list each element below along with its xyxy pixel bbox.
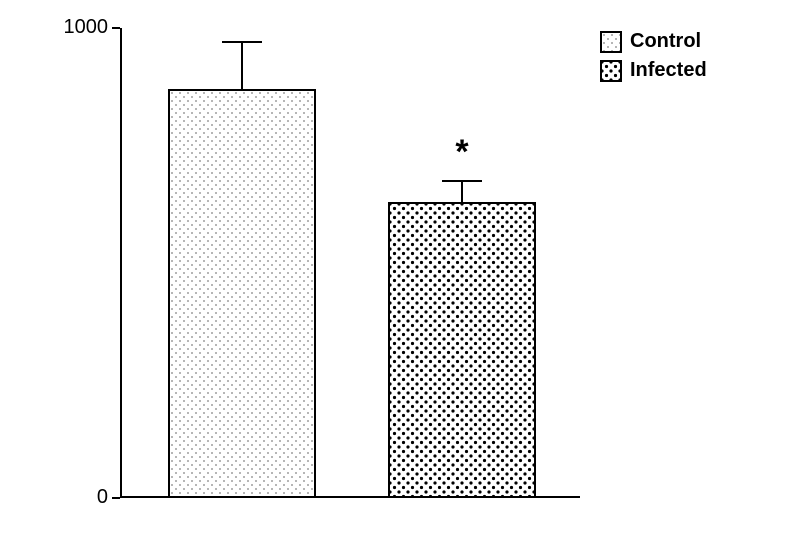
significance-marker: * <box>432 133 492 172</box>
legend-label: Infected <box>630 59 707 82</box>
y-axis-line <box>120 28 122 498</box>
legend-swatch <box>600 60 622 82</box>
chart-container: Serum ghrelin concentration (ng/L) 01000… <box>0 0 786 550</box>
swatch-fill <box>602 33 620 51</box>
legend-item: Control <box>600 30 707 53</box>
y-tick <box>112 497 120 499</box>
legend-item: Infected <box>600 59 707 82</box>
bar-infected <box>388 202 536 498</box>
swatch-fill <box>602 62 620 80</box>
plot-area: 01000* <box>120 28 580 498</box>
y-tick-label: 0 <box>48 486 108 509</box>
errorbar-stem <box>461 181 463 202</box>
errorbar-cap <box>222 41 262 43</box>
legend: Control Infected <box>600 30 707 88</box>
legend-label: Control <box>630 30 701 53</box>
y-tick-label: 1000 <box>48 16 108 39</box>
bar-fill <box>390 204 534 496</box>
bar-fill <box>170 91 314 496</box>
errorbar-cap <box>442 180 482 182</box>
bar-control <box>168 89 316 498</box>
legend-swatch <box>600 31 622 53</box>
y-tick <box>112 27 120 29</box>
errorbar-stem <box>241 42 243 89</box>
